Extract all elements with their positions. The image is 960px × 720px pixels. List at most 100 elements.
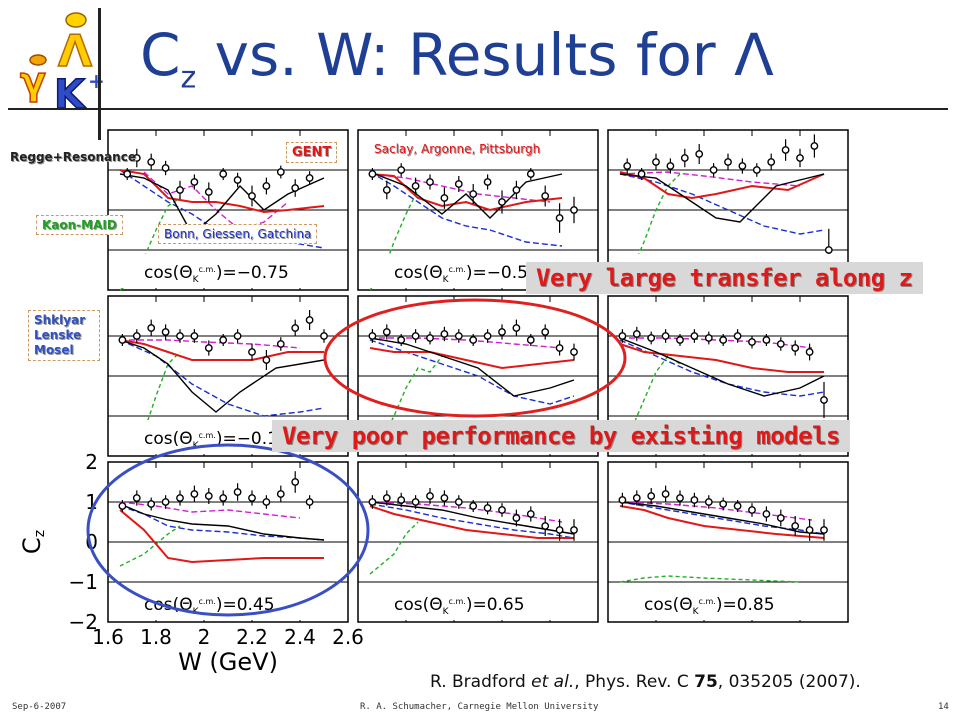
curve-blue xyxy=(619,173,825,235)
data-point xyxy=(483,332,492,340)
data-point xyxy=(147,500,156,508)
data-point xyxy=(805,526,814,534)
data-point xyxy=(368,498,377,506)
data-point xyxy=(397,336,406,344)
data-point xyxy=(248,348,256,356)
footer-author: R. A. Schumacher, Carnegie Mellon Univer… xyxy=(360,702,599,712)
data-point xyxy=(623,162,632,170)
curve-black xyxy=(619,337,825,397)
curve-blue xyxy=(369,503,575,539)
data-point xyxy=(796,154,804,162)
curve-magenta xyxy=(619,501,813,521)
curve-black xyxy=(369,337,575,397)
curve-red xyxy=(119,339,324,361)
data-point xyxy=(526,336,535,344)
data-point xyxy=(454,180,463,188)
x-tick-label: 1.8 xyxy=(140,625,172,649)
data-point xyxy=(132,494,141,502)
curve-red xyxy=(619,505,825,539)
citation: R. Bradford et al., Phys. Rev. C 75, 035… xyxy=(430,672,861,692)
data-point xyxy=(454,332,463,340)
logo-gamma: γ xyxy=(20,59,46,103)
data-point xyxy=(776,514,785,522)
data-point xyxy=(368,332,377,340)
data-point xyxy=(541,522,550,530)
curve-red xyxy=(619,343,824,373)
curve-blue xyxy=(619,501,825,535)
data-point xyxy=(276,490,285,498)
data-point xyxy=(204,344,213,352)
data-point xyxy=(440,494,449,502)
data-point xyxy=(305,174,314,182)
data-point xyxy=(204,492,213,500)
x-tick-label: 2.4 xyxy=(284,625,316,649)
data-point xyxy=(810,142,819,150)
data-point xyxy=(704,498,713,506)
data-point xyxy=(147,324,156,332)
data-point xyxy=(219,336,228,344)
data-point xyxy=(762,336,771,344)
data-point xyxy=(483,178,492,186)
data-point xyxy=(776,340,785,348)
data-point xyxy=(291,478,300,486)
panel-8: cos(ΘKc.m.)=0.65 xyxy=(357,461,599,623)
data-point xyxy=(190,178,199,186)
cos-label-bg xyxy=(110,254,346,288)
curve-black xyxy=(119,503,325,541)
cos-label: cos(ΘKc.m.)=0.65 xyxy=(394,595,525,617)
data-point xyxy=(618,332,627,340)
data-point xyxy=(498,198,506,206)
data-point xyxy=(276,168,285,176)
cos-label: cos(ΘKc.m.)=−0.55 xyxy=(394,263,539,285)
data-point xyxy=(555,526,564,534)
data-point xyxy=(748,338,756,346)
footer-date: Sep-6-2007 xyxy=(12,702,67,712)
data-point xyxy=(161,164,170,172)
label-regge: Regge+Resonance xyxy=(10,150,136,164)
curve-blue xyxy=(619,339,825,397)
data-point xyxy=(132,332,141,340)
logo-lambda: Λ xyxy=(58,26,92,77)
data-point xyxy=(426,492,434,500)
data-point xyxy=(695,150,704,158)
data-point xyxy=(512,324,521,332)
data-point xyxy=(469,502,478,510)
data-point xyxy=(262,182,271,190)
data-point xyxy=(233,332,242,340)
curve-black xyxy=(119,173,325,236)
data-point xyxy=(440,194,449,202)
curve-black xyxy=(369,501,575,535)
curve-magenta xyxy=(369,173,551,203)
label-shklyar-line1: Shklyar xyxy=(34,313,86,327)
label-saclay: Saclay, Argonne, Pittsburgh xyxy=(374,142,541,156)
logo: γ Λ K + xyxy=(8,8,108,119)
curve-green xyxy=(369,189,419,291)
y-tick-label: −2 xyxy=(69,610,98,634)
curve-green xyxy=(369,521,419,575)
data-point xyxy=(752,166,761,174)
data-point xyxy=(719,500,728,508)
data-point xyxy=(147,158,156,166)
data-point xyxy=(498,328,506,336)
data-point xyxy=(233,488,242,496)
data-point xyxy=(676,494,684,502)
data-point xyxy=(748,506,756,514)
label-kaonmaid: Kaon-MAID xyxy=(36,215,123,235)
data-point xyxy=(382,328,391,336)
data-point xyxy=(762,510,771,518)
data-point xyxy=(305,316,314,324)
data-point xyxy=(305,498,314,506)
data-point xyxy=(190,490,199,498)
data-point xyxy=(738,162,747,170)
data-point xyxy=(469,190,478,198)
data-point xyxy=(219,170,228,178)
data-point xyxy=(526,170,535,178)
data-point xyxy=(118,336,127,344)
data-point xyxy=(570,206,578,214)
data-point xyxy=(541,192,550,200)
curve-red xyxy=(369,505,574,539)
data-point xyxy=(704,334,713,342)
curve-black xyxy=(619,173,825,223)
curve-black xyxy=(369,171,563,219)
